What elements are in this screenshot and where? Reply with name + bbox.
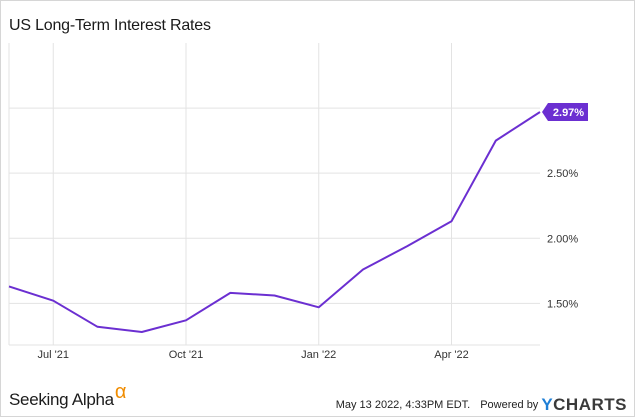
y-axis-labels: 1.50%2.00%2.50%3.00% xyxy=(547,103,578,310)
y-tick-label: 2.50% xyxy=(547,168,578,180)
series-line xyxy=(8,111,541,333)
grid-layer xyxy=(9,43,540,345)
ycharts-text: CHARTS xyxy=(553,395,627,414)
seeking-alpha-logo[interactable]: Seeking Alphaα xyxy=(9,381,126,411)
chart-footer: May 13 2022, 4:33PM EDT. Powered by Y CHA… xyxy=(336,395,627,415)
ycharts-y-icon: Y xyxy=(541,395,554,414)
y-tick-label: 1.50% xyxy=(547,298,578,310)
callout-label: 2.97% xyxy=(553,107,584,119)
series-layer xyxy=(8,111,541,333)
x-tick-label: Jul '21 xyxy=(38,349,69,361)
x-tick-label: Apr '22 xyxy=(434,349,469,361)
alpha-icon: α xyxy=(114,381,127,403)
x-axis-labels: Jul '21 Oct '21 Jan '22 Apr '22 xyxy=(38,349,469,361)
powered-by-label: Powered by xyxy=(480,399,539,411)
chart-title: US Long-Term Interest Rates xyxy=(9,17,211,34)
x-tick-label: Jan '22 xyxy=(301,349,336,361)
brand-text: Seeking Alpha xyxy=(9,390,114,409)
x-tick-label: Oct '21 xyxy=(169,349,204,361)
callout-badge xyxy=(542,102,588,121)
y-tick-label: 2.00% xyxy=(547,233,578,245)
last-value-callout: 2.97% xyxy=(542,102,588,121)
ycharts-logo[interactable]: Y CHARTS xyxy=(541,395,627,415)
y-axis-line xyxy=(8,43,540,346)
timestamp: May 13 2022, 4:33PM EDT. xyxy=(335,399,471,411)
